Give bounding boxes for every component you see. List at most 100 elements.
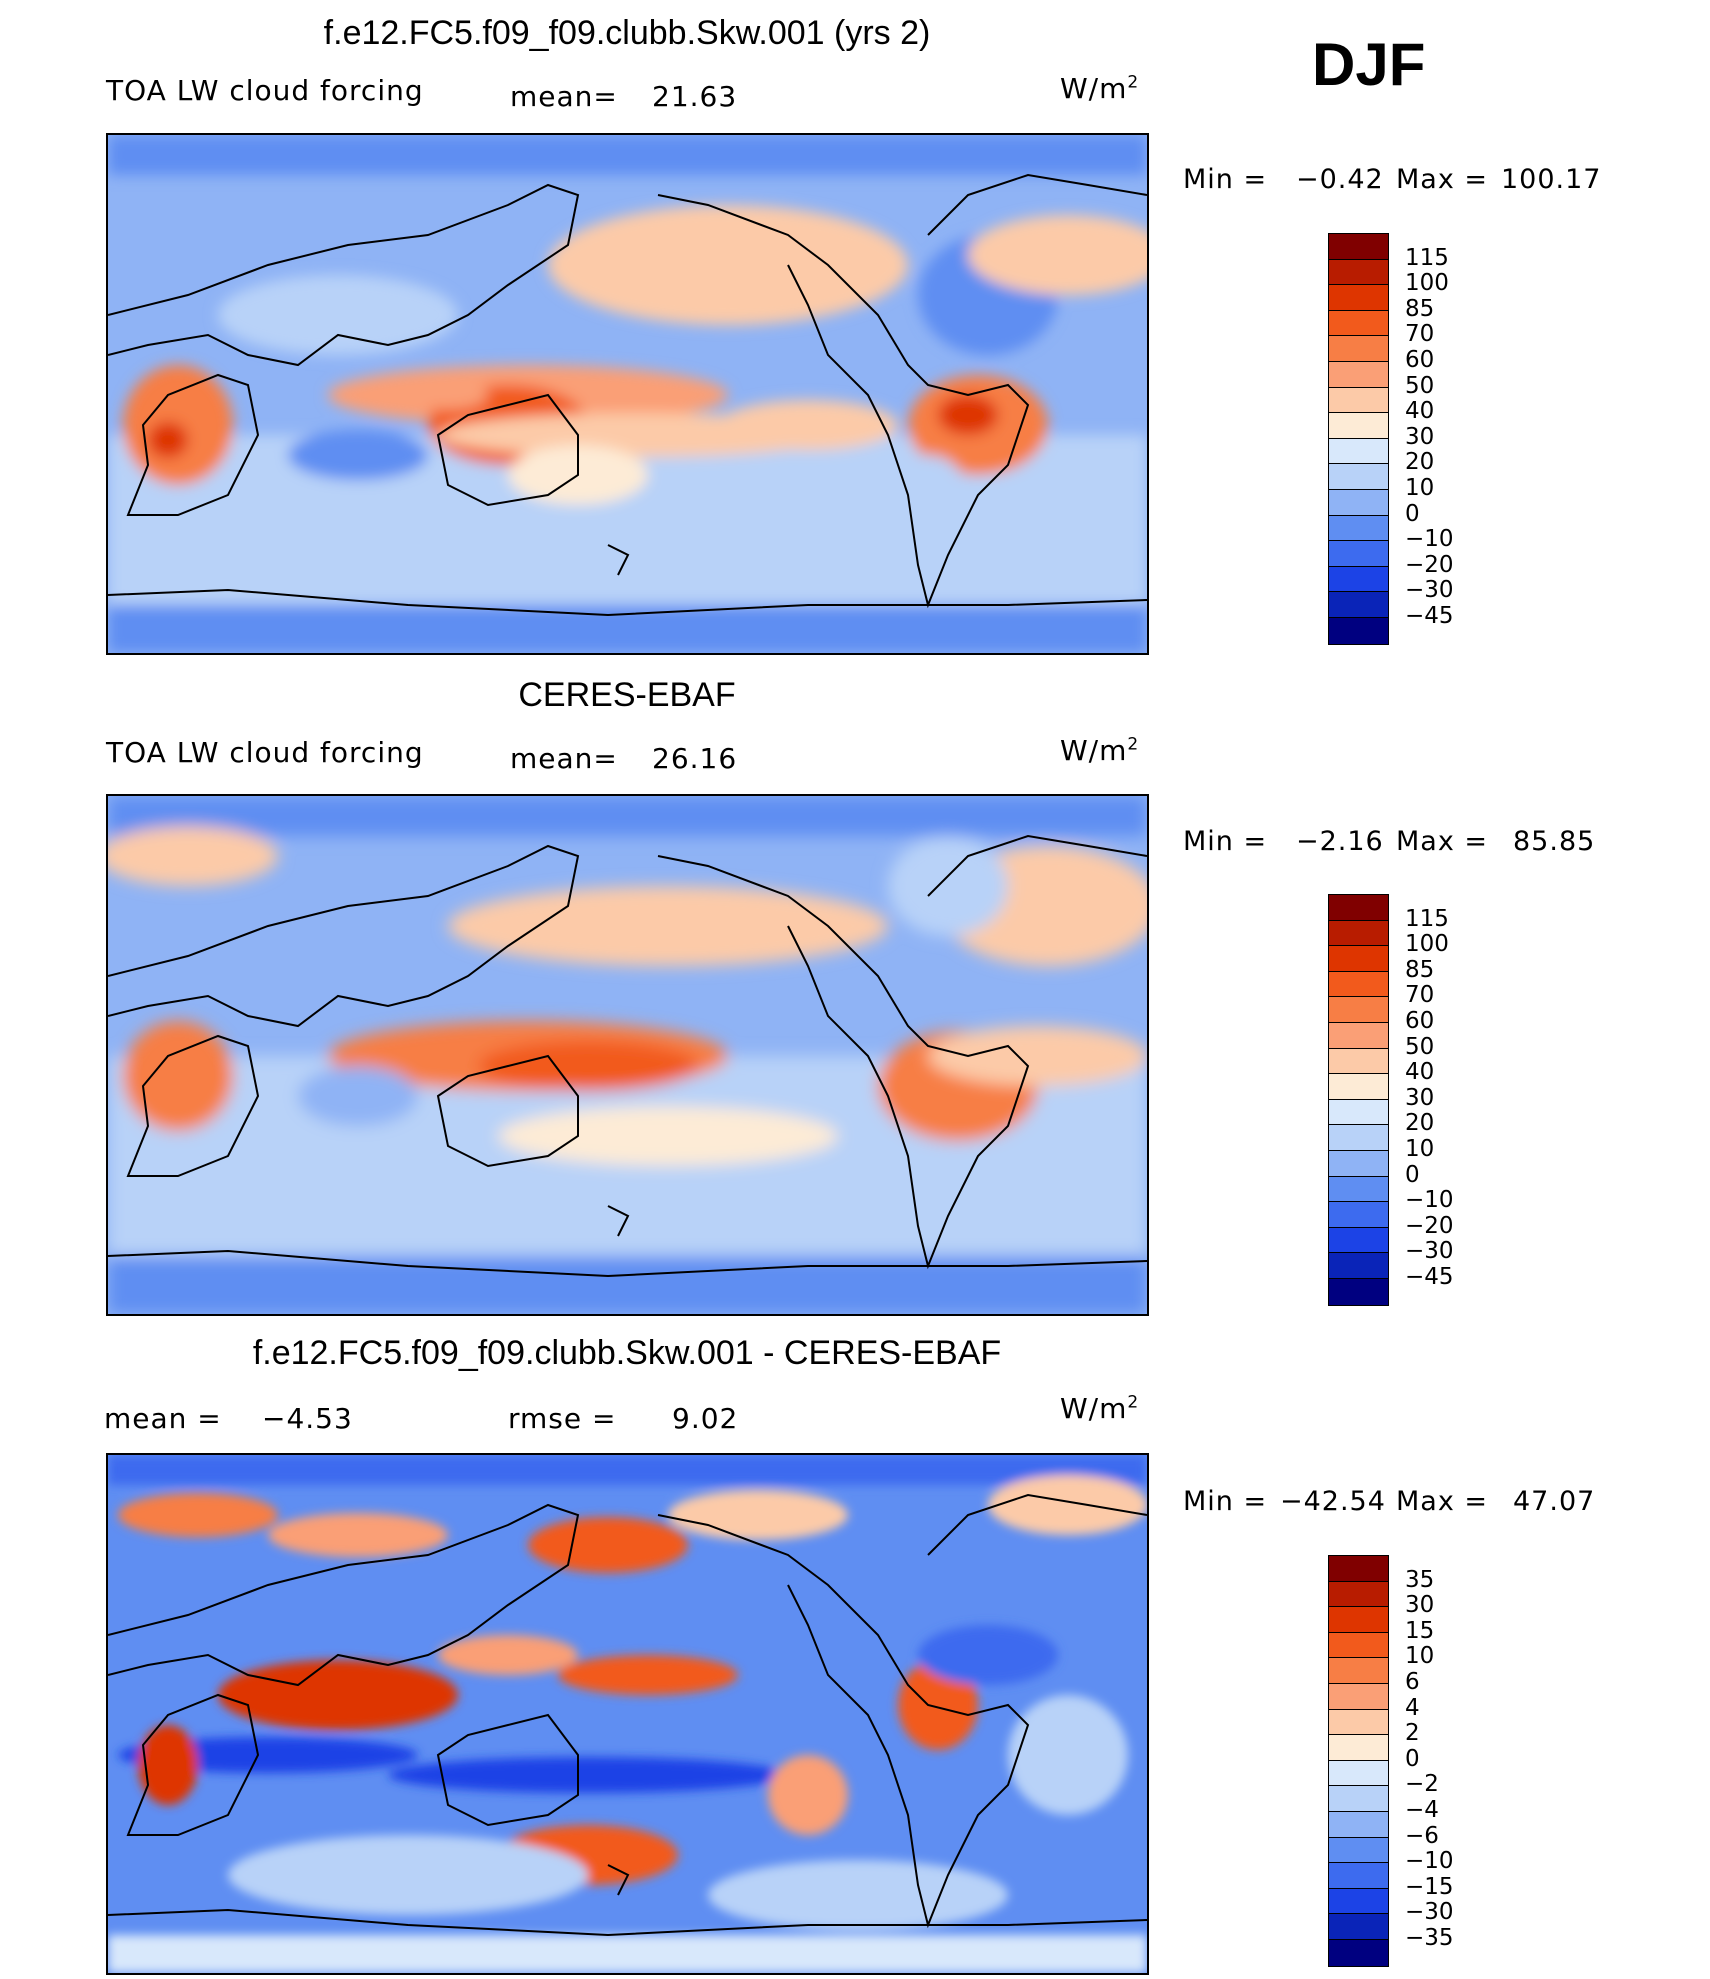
- colorbar-label: −35: [1405, 1925, 1454, 1951]
- colorbar-label: 85: [1405, 295, 1435, 322]
- panel3-mean-label: mean =: [104, 1402, 222, 1435]
- colorbar-label: 15: [1405, 1617, 1435, 1644]
- colorbar-segment: [1329, 1837, 1388, 1864]
- colorbar-segment: [1329, 1939, 1388, 1966]
- colorbar-segment: [1329, 259, 1388, 286]
- colorbar-label: 0: [1405, 1745, 1420, 1772]
- panel3-map-svg: [108, 1455, 1147, 1973]
- panel3-rmse-value: 9.02: [672, 1402, 739, 1435]
- colorbar-segment: [1329, 489, 1388, 516]
- panel3-coastlines: [108, 1493, 1147, 1937]
- colorbar-label: 115: [1405, 905, 1449, 932]
- panel1-title: f.e12.FC5.f09_f09.clubb.Skw.001 (yrs 2): [323, 14, 931, 52]
- panel3-min-label: Min =: [1183, 1486, 1268, 1517]
- colorbar-segment: [1329, 1735, 1388, 1761]
- panel3-colorbar: [1328, 1555, 1389, 1967]
- panel3-map: [106, 1453, 1149, 1975]
- colorbar-segment: [1329, 1786, 1388, 1812]
- colorbar-segment: [1329, 997, 1388, 1023]
- colorbar-label: 115: [1405, 244, 1449, 271]
- colorbar-segment: [1329, 285, 1388, 311]
- colorbar-label: 10: [1405, 1643, 1435, 1670]
- colorbar-segment: [1329, 515, 1388, 542]
- colorbar-segment: [1329, 361, 1388, 388]
- colorbar-segment: [1329, 234, 1388, 260]
- colorbar-segment: [1329, 1683, 1388, 1710]
- colorbar-segment: [1329, 1607, 1388, 1633]
- panel2-min-label: Min =: [1183, 826, 1268, 857]
- panel2-units: W/m2: [1060, 734, 1140, 767]
- colorbar-label: 10: [1405, 1136, 1435, 1162]
- colorbar-label: −30: [1405, 1899, 1454, 1926]
- colorbar-label: −6: [1405, 1822, 1439, 1849]
- colorbar-label: 30: [1405, 1084, 1435, 1111]
- panel3-rmse-label: rmse =: [508, 1402, 617, 1435]
- colorbar-segment: [1329, 566, 1388, 593]
- panel1-mean-value: 21.63: [652, 80, 738, 113]
- colorbar-label: −2: [1405, 1771, 1439, 1798]
- panel3-min-value: −42.54: [1280, 1486, 1386, 1517]
- colorbar-segment: [1329, 1863, 1388, 1889]
- panel1-max-value: 100.17: [1501, 164, 1602, 195]
- panel1-colorbar: [1328, 233, 1389, 645]
- panel1-units: W/m2: [1060, 72, 1140, 105]
- colorbar-segment: [1329, 310, 1388, 337]
- colorbar-segment: [1329, 413, 1388, 439]
- colorbar-label: −4: [1405, 1797, 1439, 1823]
- colorbar-segment: [1329, 1811, 1388, 1838]
- colorbar-segment: [1329, 1914, 1388, 1940]
- colorbar-segment: [1329, 895, 1388, 921]
- colorbar-label: 50: [1405, 372, 1435, 399]
- panel1-map: [106, 133, 1149, 655]
- colorbar-segment: [1329, 1048, 1388, 1075]
- season-label: DJF: [1312, 31, 1426, 98]
- panel1-coastlines: [108, 173, 1147, 617]
- colorbar-label: 2: [1405, 1720, 1420, 1747]
- colorbar-label: 40: [1405, 398, 1435, 425]
- colorbar-label: 20: [1405, 1110, 1435, 1137]
- panel3-mean-value: −4.53: [262, 1402, 353, 1435]
- colorbar-label: 40: [1405, 1059, 1435, 1086]
- colorbar-segment: [1329, 1125, 1388, 1151]
- colorbar-label: 30: [1405, 423, 1435, 450]
- colorbar-segment: [1329, 946, 1388, 972]
- colorbar-segment: [1329, 1227, 1388, 1254]
- colorbar-label: −30: [1405, 577, 1454, 604]
- colorbar-label: −20: [1405, 551, 1454, 578]
- panel2-max-label: Max =: [1396, 826, 1489, 857]
- panel3-units: W/m2: [1060, 1392, 1140, 1425]
- colorbar-label: 30: [1405, 1592, 1435, 1619]
- colorbar-segment: [1329, 1888, 1388, 1915]
- colorbar-segment: [1329, 1253, 1388, 1279]
- colorbar-segment: [1329, 971, 1388, 998]
- colorbar-label: 10: [1405, 475, 1435, 501]
- colorbar-label: 50: [1405, 1033, 1435, 1060]
- panel2-mean-value: 26.16: [652, 742, 738, 775]
- panel3-max-label: Max =: [1396, 1486, 1489, 1517]
- colorbar-segment: [1329, 336, 1388, 362]
- colorbar-label: 4: [1405, 1694, 1420, 1721]
- colorbar-label: 60: [1405, 1008, 1435, 1034]
- colorbar-label: −30: [1405, 1238, 1454, 1265]
- colorbar-label: 35: [1405, 1566, 1435, 1593]
- colorbar-segment: [1329, 1074, 1388, 1100]
- colorbar-label: 60: [1405, 347, 1435, 373]
- colorbar-segment: [1329, 1581, 1388, 1608]
- colorbar-segment: [1329, 1658, 1388, 1684]
- colorbar-segment: [1329, 387, 1388, 414]
- colorbar-segment: [1329, 1022, 1388, 1049]
- panel1-map-svg: [108, 135, 1147, 653]
- colorbar-label: −15: [1405, 1873, 1454, 1900]
- colorbar-segment: [1329, 592, 1388, 618]
- colorbar-segment: [1329, 1556, 1388, 1582]
- panel1-min-value: −0.42: [1296, 164, 1384, 195]
- colorbar-segment: [1329, 617, 1388, 644]
- colorbar-label: −10: [1405, 1187, 1454, 1214]
- panel3-title: f.e12.FC5.f09_f09.clubb.Skw.001 - CERES-…: [252, 1334, 1002, 1372]
- panel3-max-value: 47.07: [1513, 1486, 1596, 1517]
- colorbar-segment: [1329, 1709, 1388, 1736]
- panel1-max-label: Max =: [1396, 164, 1489, 195]
- panel2-min-value: −2.16: [1296, 826, 1384, 857]
- panel2-field-label: TOA LW cloud forcing: [106, 736, 424, 769]
- colorbar-label: 100: [1405, 270, 1449, 297]
